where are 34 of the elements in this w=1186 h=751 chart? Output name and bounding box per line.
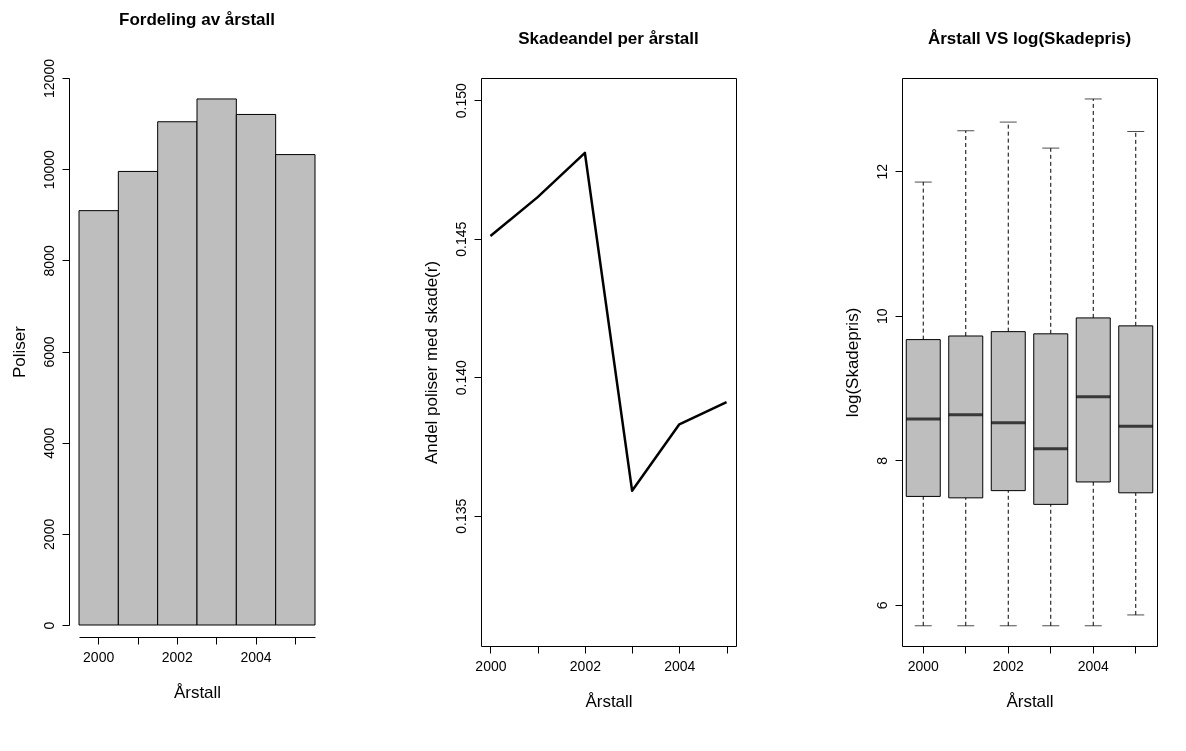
y-tick-label: 8000: [40, 245, 57, 277]
x-axis-title: Årstall: [173, 682, 222, 702]
x-tick-label: 2002: [569, 657, 602, 674]
y-tick-label: 0.135: [452, 498, 469, 534]
x-tick-label: 2000: [907, 657, 940, 674]
x-axis-title: Årstall: [585, 691, 633, 711]
line-series: [489, 151, 728, 493]
y-tick-label: 0.140: [452, 360, 469, 396]
y-tick-label: 2000: [40, 518, 57, 550]
y-tick-label: 0.150: [452, 82, 469, 119]
y-tick-label: 10000: [40, 149, 57, 190]
y-tick-label: 6000: [40, 336, 57, 368]
y-tick-label: 6: [873, 601, 890, 610]
chart-title: Skadeandel per årstall: [518, 29, 699, 48]
y-axis-title: Poliser: [9, 325, 29, 378]
chart-title: Årstall VS log(Skadepris): [927, 29, 1132, 48]
x-tick-label: 2004: [240, 648, 272, 665]
y-tick-label: 12000: [40, 58, 57, 98]
x-axis-title: Årstall: [1006, 691, 1054, 711]
x-tick-label: 2000: [475, 657, 507, 674]
y-axis-title: Andel poliser med skade(r): [421, 260, 441, 465]
x-tick-label: 2004: [1077, 657, 1110, 674]
x-tick-label: 2004: [664, 657, 696, 674]
x-tick-label: 2002: [992, 657, 1025, 674]
y-tick-label: 12: [873, 163, 890, 180]
x-tick-label: 2000: [83, 648, 115, 665]
y-tick-label: 4000: [40, 427, 57, 459]
y-tick-label: 8: [873, 456, 890, 465]
chart-title: Fordeling av årstall: [119, 9, 275, 29]
y-tick-label: 0.145: [452, 221, 469, 257]
y-axis-title: log(Skadepris): [842, 307, 862, 418]
y-tick-label: 0: [40, 621, 57, 630]
y-tick-label: 10: [873, 308, 890, 325]
x-tick-label: 2002: [161, 648, 194, 665]
